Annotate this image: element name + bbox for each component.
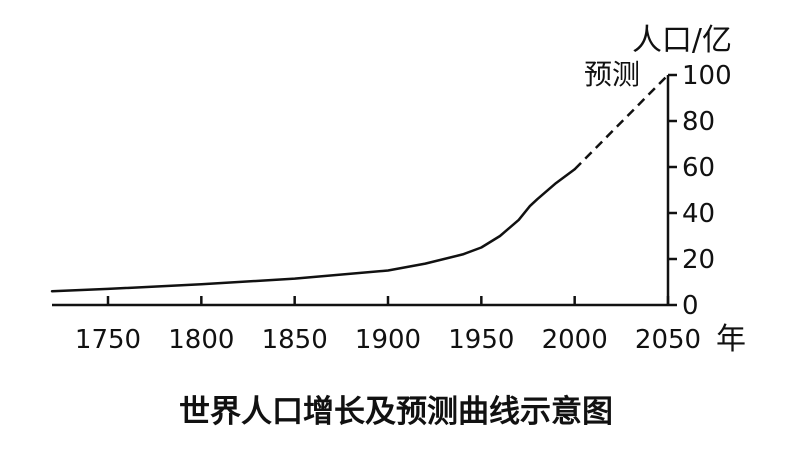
x-tick-label: 1850 — [262, 325, 328, 355]
x-tick-label: 2000 — [542, 325, 608, 355]
x-tick-label: 1900 — [355, 325, 421, 355]
x-axis-label: 年 — [716, 322, 746, 357]
y-ticks: 0 20 40 60 80 100 — [668, 61, 732, 321]
y-tick-label: 40 — [682, 199, 715, 229]
y-tick-label: 80 — [682, 107, 715, 137]
y-tick-label: 0 — [682, 291, 699, 321]
y-tick-label: 100 — [682, 61, 732, 91]
y-axis-label: 人口/亿 — [632, 23, 732, 58]
y-tick-label: 60 — [682, 153, 715, 183]
y-tick-label: 20 — [682, 245, 715, 275]
forecast-line — [573, 74, 669, 171]
chart-title: 世界人口增长及预测曲线示意图 — [179, 394, 613, 430]
series-group — [50, 74, 669, 293]
x-ticks: 1750 1800 1850 1900 1950 2000 2050 — [75, 296, 701, 355]
x-tick-label: 1950 — [448, 325, 514, 355]
x-tick-label: 2050 — [635, 325, 701, 355]
forecast-annotation: 预测 — [584, 58, 640, 91]
x-tick-label: 1750 — [75, 325, 141, 355]
population-line — [50, 168, 576, 293]
x-tick-label: 1800 — [168, 325, 234, 355]
